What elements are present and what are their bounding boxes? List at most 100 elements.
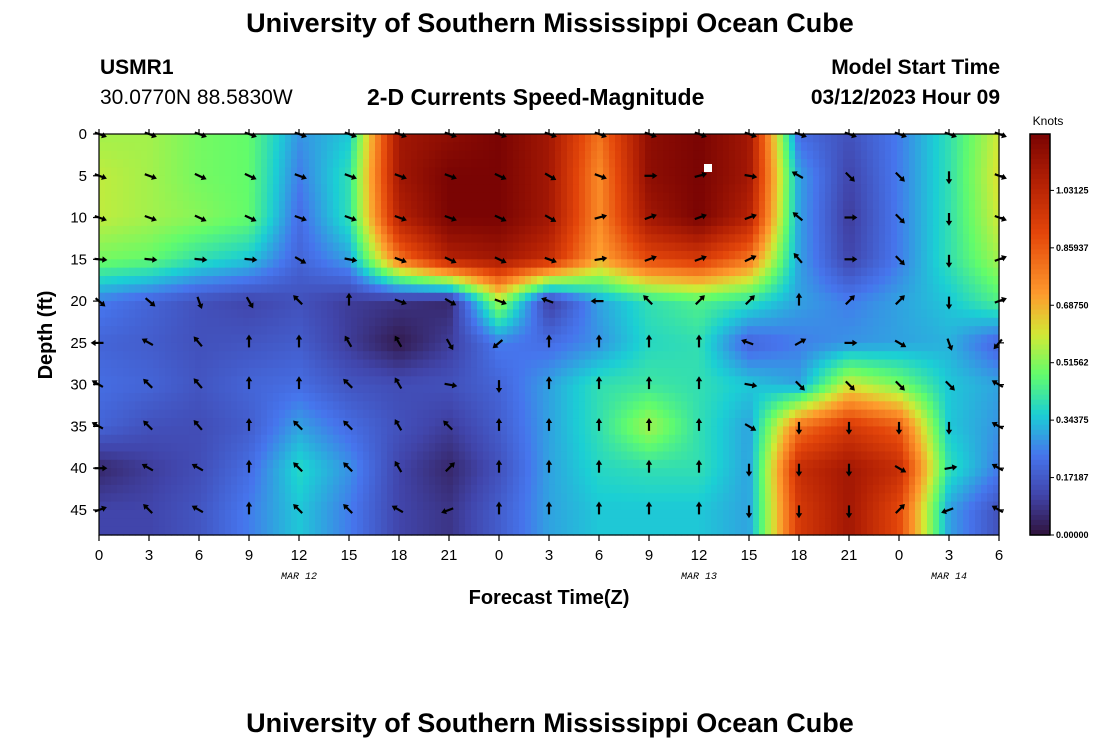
heatmap-cell xyxy=(873,309,880,319)
heatmap-cell xyxy=(483,217,490,227)
heatmap-cell xyxy=(423,234,430,244)
heatmap-cell xyxy=(567,175,574,185)
heatmap-cell xyxy=(591,342,598,352)
heatmap-cell xyxy=(135,259,142,269)
heatmap-cell xyxy=(123,242,130,252)
heatmap-cell xyxy=(447,242,454,252)
heatmap-cell xyxy=(915,150,922,160)
heatmap-cell xyxy=(465,225,472,235)
heatmap-cell xyxy=(255,209,262,219)
heatmap-cell xyxy=(519,242,526,252)
heatmap-cell xyxy=(915,225,922,235)
heatmap-cell xyxy=(177,392,184,402)
heatmap-cell xyxy=(297,409,304,419)
heatmap-cell xyxy=(249,167,256,177)
heatmap-cell xyxy=(933,209,940,219)
heatmap-cell xyxy=(159,292,166,302)
heatmap-cell xyxy=(831,175,838,185)
heatmap-cell xyxy=(651,259,658,269)
heatmap-cell xyxy=(141,301,148,311)
heatmap-cell xyxy=(123,259,130,269)
heatmap-cell xyxy=(711,234,718,244)
heatmap-cell xyxy=(453,276,460,285)
heatmap-cell xyxy=(495,184,502,194)
heatmap-cell xyxy=(327,317,334,327)
heatmap-cell xyxy=(471,292,478,302)
heatmap-cell xyxy=(735,192,742,202)
heatmap-cell xyxy=(555,234,562,244)
heatmap-cell xyxy=(777,225,784,235)
heatmap-cell xyxy=(549,167,556,177)
heatmap-cell xyxy=(111,359,118,369)
heatmap-cell xyxy=(861,134,868,143)
heatmap-cell xyxy=(813,250,820,260)
heatmap-cell xyxy=(681,334,688,344)
heatmap-cell xyxy=(123,342,130,352)
heatmap-cell xyxy=(531,284,538,294)
heatmap-cell xyxy=(753,401,760,411)
heatmap-cell xyxy=(135,326,142,336)
heatmap-cell xyxy=(903,142,910,152)
heatmap-cell xyxy=(309,184,316,194)
heatmap-cell xyxy=(387,217,394,227)
heatmap-cell xyxy=(537,200,544,210)
heatmap-cell xyxy=(243,409,250,419)
heatmap-cell xyxy=(975,384,982,394)
heatmap-cell xyxy=(849,192,856,202)
heatmap-cell xyxy=(729,384,736,394)
heatmap-cell xyxy=(315,159,322,169)
heatmap-cell xyxy=(867,359,874,369)
heatmap-cell xyxy=(99,217,106,227)
heatmap-cell xyxy=(717,276,724,285)
heatmap-cell xyxy=(255,301,262,311)
heatmap-cell xyxy=(243,367,250,377)
heatmap-cell xyxy=(435,209,442,219)
heatmap-cell xyxy=(813,342,820,352)
heatmap-cell xyxy=(651,292,658,302)
heatmap-cell xyxy=(603,367,610,377)
heatmap-cell xyxy=(843,301,850,311)
heatmap-cell xyxy=(813,242,820,252)
heatmap-cell xyxy=(963,184,970,194)
heatmap-cell xyxy=(339,250,346,260)
heatmap-cell xyxy=(639,234,646,244)
heatmap-cell xyxy=(903,401,910,411)
heatmap-cell xyxy=(363,234,370,244)
heatmap-cell xyxy=(555,167,562,177)
heatmap-cell xyxy=(333,175,340,185)
heatmap-cell xyxy=(105,392,112,402)
heatmap-cell xyxy=(777,184,784,194)
heatmap-cell xyxy=(495,351,502,361)
heatmap-cell xyxy=(621,134,628,143)
heatmap-cell xyxy=(369,225,376,235)
heatmap-cell xyxy=(813,175,820,185)
heatmap-cell xyxy=(429,359,436,369)
heatmap-cell xyxy=(201,342,208,352)
heatmap-cell xyxy=(231,217,238,227)
heatmap-cell xyxy=(819,217,826,227)
heatmap-cell xyxy=(393,284,400,294)
heatmap-cell xyxy=(561,367,568,377)
heatmap-cell xyxy=(351,150,358,160)
heatmap-cell xyxy=(405,367,412,377)
heatmap-cell xyxy=(705,175,712,185)
heatmap-cell xyxy=(273,200,280,210)
heatmap-cell xyxy=(261,184,268,194)
heatmap-cell xyxy=(735,342,742,352)
heatmap-cell xyxy=(219,309,226,319)
heatmap-cell xyxy=(345,409,352,419)
heatmap-cell xyxy=(207,167,214,177)
heatmap-cell xyxy=(993,401,1000,411)
heatmap-cell xyxy=(207,359,214,369)
heatmap-cell xyxy=(291,392,298,402)
heatmap-cell xyxy=(279,342,286,352)
heatmap-cell xyxy=(957,217,964,227)
heatmap-cell xyxy=(687,175,694,185)
heatmap-cell xyxy=(891,209,898,219)
heatmap-cell xyxy=(723,192,730,202)
heatmap-cell xyxy=(777,242,784,252)
heatmap-cell xyxy=(951,175,958,185)
heatmap-cell xyxy=(879,150,886,160)
heatmap-cell xyxy=(753,259,760,269)
heatmap-cell xyxy=(819,159,826,169)
